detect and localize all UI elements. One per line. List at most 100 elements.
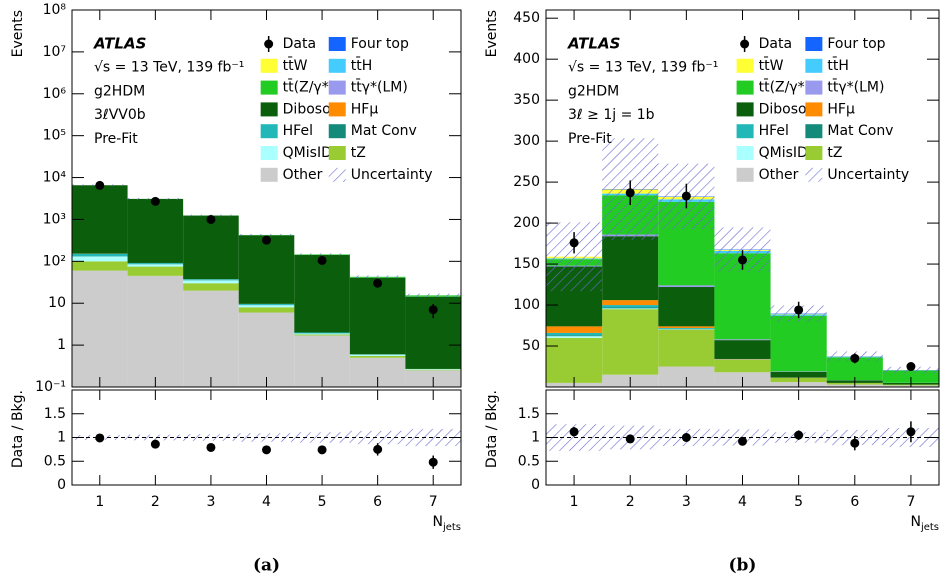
stack-segment bbox=[238, 235, 295, 304]
stack-segment bbox=[602, 305, 659, 308]
stack-segment bbox=[294, 334, 350, 336]
stack-segment bbox=[183, 283, 239, 291]
legend-label: tt̄γ*(LM) bbox=[827, 78, 884, 96]
stack-segment bbox=[658, 326, 715, 328]
legend-swatch bbox=[260, 124, 278, 139]
x-tick-label: 5 bbox=[318, 494, 327, 510]
plot-frame bbox=[71, 9, 462, 388]
stack-segment bbox=[602, 309, 659, 375]
data-point bbox=[150, 196, 160, 206]
legend-label: Diboson bbox=[759, 101, 816, 117]
legend-swatch bbox=[805, 146, 823, 160]
y-tick-label: 10⁵ bbox=[43, 128, 66, 144]
stack-segment bbox=[714, 359, 771, 373]
y-tick-label: 350 bbox=[513, 92, 540, 108]
legend-swatch bbox=[736, 80, 754, 95]
stack-segment bbox=[127, 266, 184, 276]
y-tick-label: 0.5 bbox=[518, 453, 540, 469]
data-point bbox=[262, 445, 271, 455]
data-point bbox=[373, 444, 383, 454]
plot-content bbox=[72, 428, 461, 469]
stack-segment bbox=[546, 335, 603, 337]
data-point bbox=[428, 457, 438, 467]
x-axis-label-main: N bbox=[910, 514, 920, 530]
stack-segment bbox=[602, 308, 659, 310]
stack-segment bbox=[405, 369, 461, 371]
y-tick-label: 200 bbox=[513, 215, 540, 231]
legend-label: Uncertainty bbox=[351, 167, 433, 183]
data-point bbox=[625, 188, 635, 198]
uncertainty-band bbox=[238, 433, 295, 442]
y-tick-label: 1 bbox=[531, 430, 540, 446]
y-tick-label: 10⁶ bbox=[43, 86, 67, 102]
y-tick-label: 300 bbox=[513, 133, 540, 149]
plot-frame bbox=[545, 9, 940, 388]
legend-swatch bbox=[805, 58, 823, 73]
y-tick-label: 150 bbox=[513, 256, 540, 272]
data-point bbox=[906, 427, 916, 437]
legend-label: Data bbox=[283, 36, 316, 52]
legend-swatch bbox=[805, 124, 823, 139]
uncertainty-band bbox=[405, 428, 461, 447]
x-axis-label-sub: jets bbox=[442, 522, 461, 533]
plot-frame bbox=[71, 389, 462, 486]
legend-label: Uncertainty bbox=[827, 167, 909, 183]
caption: (b) bbox=[729, 556, 757, 576]
stack-segment bbox=[602, 300, 659, 306]
y-tick-label: 10⁴ bbox=[43, 170, 67, 186]
legend-label: tt̄(Z/γ*) bbox=[283, 78, 335, 96]
data-point bbox=[373, 278, 383, 288]
stack-segment bbox=[72, 256, 128, 262]
data-point bbox=[625, 434, 635, 444]
data-point bbox=[428, 305, 438, 315]
stack-segment bbox=[826, 357, 883, 381]
plot-frame bbox=[545, 389, 940, 486]
legend-label: QMisID bbox=[283, 145, 332, 161]
x-tick-label: 4 bbox=[262, 494, 271, 510]
x-tick-label: 3 bbox=[206, 494, 215, 510]
y-tick-label: 450 bbox=[513, 10, 540, 26]
legend-label: HFel bbox=[283, 123, 313, 139]
legend-swatch bbox=[260, 58, 278, 73]
legend-swatch bbox=[805, 37, 823, 51]
stack-segment bbox=[183, 290, 239, 387]
data-point bbox=[738, 255, 747, 265]
data-point bbox=[850, 353, 860, 363]
y-tick-label: 250 bbox=[513, 174, 540, 190]
caption: (a) bbox=[253, 556, 280, 576]
stack-segment bbox=[714, 339, 771, 341]
stack-segment bbox=[183, 280, 239, 284]
legend-swatch bbox=[260, 80, 278, 95]
annotation: g2HDM bbox=[568, 83, 619, 99]
uncertainty-band bbox=[349, 275, 406, 278]
legend-swatch bbox=[328, 146, 346, 160]
legend-swatch bbox=[328, 124, 346, 139]
legend-label: tt̄H bbox=[351, 56, 373, 74]
legend-label: tZ bbox=[351, 145, 366, 161]
experiment-label: ATLAS bbox=[567, 35, 620, 53]
legend-swatch bbox=[328, 80, 346, 95]
stack-segment bbox=[127, 264, 184, 267]
y-tick-label: 0 bbox=[531, 477, 540, 493]
legend-swatch bbox=[736, 146, 754, 160]
y-tick-label: 10 bbox=[48, 295, 66, 311]
data-point bbox=[850, 438, 860, 448]
data-point bbox=[95, 433, 105, 443]
annotation: 3ℓVV0b bbox=[94, 107, 146, 123]
stack-segment bbox=[658, 287, 715, 327]
legend-label: Four top bbox=[351, 36, 409, 52]
stack-segment bbox=[238, 307, 295, 313]
legend-swatch bbox=[328, 167, 346, 182]
stack-segment bbox=[349, 354, 406, 356]
legend-label: tt̄(Z/γ*) bbox=[759, 78, 811, 96]
legend-label: tZ bbox=[827, 145, 842, 161]
uncertainty-band bbox=[127, 434, 184, 441]
data-point bbox=[317, 445, 327, 455]
y-tick-label: 400 bbox=[513, 51, 540, 67]
legend-label: QMisID bbox=[759, 145, 808, 161]
y-tick-label: 0 bbox=[57, 477, 66, 493]
data-point bbox=[794, 430, 804, 440]
y-tick-label: 10² bbox=[43, 253, 66, 269]
stack-segment bbox=[546, 326, 603, 333]
